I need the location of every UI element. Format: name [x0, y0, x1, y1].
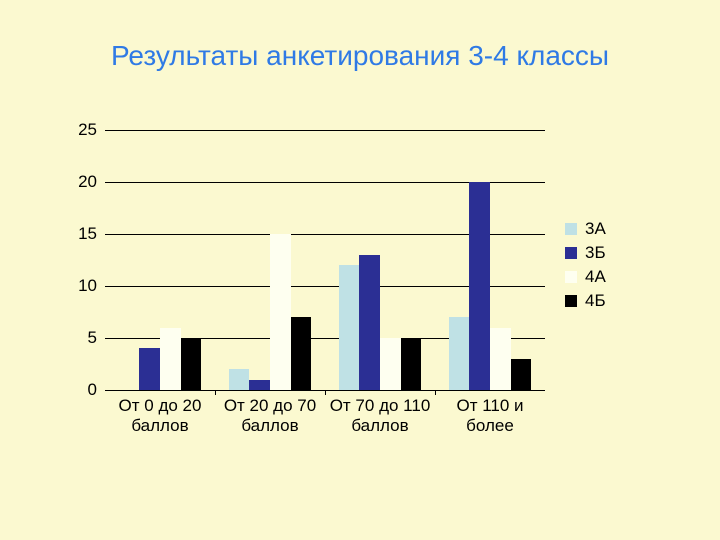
chart-legend: 3А 3Б 4А 4Б [565, 215, 606, 315]
legend-swatch [565, 271, 577, 283]
legend-swatch [565, 295, 577, 307]
bar [249, 380, 270, 390]
legend-item: 3Б [565, 243, 606, 263]
bar [339, 265, 360, 390]
bar [401, 338, 422, 390]
x-axis-label: От 70 до 110 баллов [325, 396, 435, 437]
bar [270, 234, 291, 390]
legend-label: 3А [585, 219, 606, 239]
legend-swatch [565, 247, 577, 259]
legend-label: 4Б [585, 291, 606, 311]
chart-area: 0510152025От 0 до 20 балловОт 20 до 70 б… [60, 130, 660, 480]
x-axis-label: От 110 и более [435, 396, 545, 437]
bar [511, 359, 532, 390]
legend-swatch [565, 223, 577, 235]
gridline [105, 130, 545, 131]
y-axis-label: 20 [78, 172, 97, 192]
bar [160, 328, 181, 390]
bar [380, 338, 401, 390]
x-axis-tick [325, 390, 326, 395]
chart-plot: 0510152025От 0 до 20 балловОт 20 до 70 б… [105, 130, 545, 390]
y-axis-label: 25 [78, 120, 97, 140]
slide-title: Результаты анкетирования 3-4 классы [0, 40, 720, 72]
bar [139, 348, 160, 390]
y-axis-label: 10 [78, 276, 97, 296]
slide-background: Результаты анкетирования 3-4 классы 0510… [0, 0, 720, 540]
bar [469, 182, 490, 390]
x-axis-label: От 20 до 70 баллов [215, 396, 325, 437]
bar [490, 328, 511, 390]
legend-item: 4Б [565, 291, 606, 311]
bar [291, 317, 312, 390]
legend-item: 3А [565, 219, 606, 239]
bar [359, 255, 380, 390]
legend-item: 4А [565, 267, 606, 287]
y-axis-label: 15 [78, 224, 97, 244]
x-axis-tick [435, 390, 436, 395]
x-axis-tick [215, 390, 216, 395]
bar [449, 317, 470, 390]
y-axis-label: 5 [88, 328, 97, 348]
y-axis-label: 0 [88, 380, 97, 400]
legend-label: 4А [585, 267, 606, 287]
bar [181, 338, 202, 390]
bar [229, 369, 250, 390]
x-axis-label: От 0 до 20 баллов [105, 396, 215, 437]
legend-label: 3Б [585, 243, 606, 263]
